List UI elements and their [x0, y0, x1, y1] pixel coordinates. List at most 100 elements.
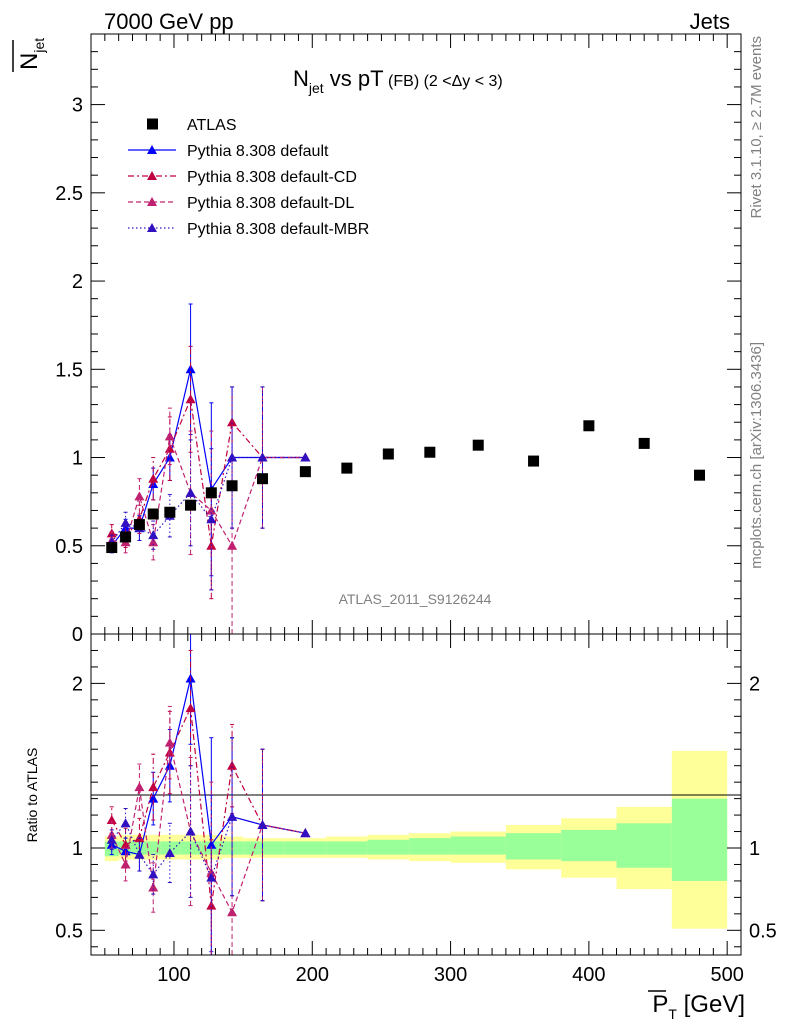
- main-y-tick-label: 2.5: [55, 183, 83, 205]
- point-cd: [185, 394, 196, 404]
- series-dl: [106, 386, 311, 634]
- ratio-point-dl: [120, 859, 131, 869]
- main-data-marks: [106, 303, 706, 634]
- ratio-y-axis-label: Ratio to ATLAS: [24, 748, 40, 843]
- legend: ATLAS Pythia 8.308 default Pythia 8.308 de…: [128, 117, 369, 238]
- ratio-point-mbr: [206, 872, 217, 882]
- legend-item-mbr: Pythia 8.308 default-MBR: [128, 221, 369, 238]
- point-mbr: [227, 452, 238, 462]
- band-stat-uncertainty: [367, 839, 410, 855]
- ratio-series-mbr: [106, 737, 311, 955]
- main-y-tick-label: 3: [72, 95, 83, 117]
- ratio-point-cd: [148, 782, 159, 792]
- plot-title-tail: (FB) (2 <Δy < 3): [384, 73, 503, 90]
- main-y-tick-label: 2: [72, 271, 83, 293]
- band-stat-uncertainty: [146, 841, 161, 855]
- y-axis-label: Njet: [12, 38, 47, 72]
- x-axis-label-sub: T: [668, 1006, 677, 1022]
- series-default: [106, 303, 311, 577]
- point-mbr: [257, 452, 268, 462]
- point-dl: [164, 431, 175, 441]
- series-atlas: [106, 420, 706, 554]
- point-atlas: [424, 446, 436, 458]
- ratio-y-tick-label: 2: [72, 673, 83, 695]
- side-text-bottom: mcplots.cern.ch [arXiv:1306.3436]: [748, 342, 765, 569]
- ratio-line-cd: [111, 705, 306, 906]
- x-tick-label: 500: [710, 964, 743, 986]
- main-axes: 0 0.5 1 1.5 2 2.5 3: [55, 34, 741, 646]
- ratio-axes: 0.5 0.5 1 1 2 2 100 200 300 400 500: [55, 634, 777, 986]
- ratio-point-cd: [106, 815, 117, 825]
- plot-title: Njet vs pT (FB) (2 <Δy < 3): [293, 66, 503, 96]
- ratio-y-tick-label-right: 2: [749, 673, 760, 695]
- plot-title-n: N: [293, 66, 309, 91]
- point-atlas: [226, 480, 238, 492]
- legend-item-cd: Pythia 8.308 default-CD: [128, 169, 357, 186]
- band-stat-uncertainty: [284, 841, 327, 855]
- series-line-cd: [111, 397, 306, 546]
- point-cd: [227, 417, 238, 427]
- ratio-point-cd: [120, 839, 131, 849]
- band-stat-uncertainty: [409, 838, 451, 855]
- ratio-point-mbr: [227, 811, 238, 821]
- ratio-point-mbr: [257, 819, 268, 829]
- point-atlas: [583, 420, 595, 432]
- point-atlas: [638, 437, 650, 449]
- ratio-line-dl: [111, 742, 306, 914]
- ratio-uncertainty-bands: [104, 750, 728, 929]
- ratio-point-dl: [134, 782, 145, 792]
- ratio-y-tick-label-right: 1: [749, 838, 760, 860]
- main-y-tick-label: 0.5: [55, 536, 83, 558]
- ratio-series-default: [106, 634, 311, 953]
- band-stat-uncertainty: [180, 841, 202, 855]
- ratio-point-cd: [185, 703, 196, 713]
- ratio-point-dl: [227, 907, 238, 917]
- band-stat-uncertainty: [450, 836, 506, 855]
- point-mbr: [148, 530, 159, 540]
- plot-title-sub: jet: [308, 80, 324, 96]
- point-atlas: [185, 499, 197, 511]
- point-atlas: [341, 462, 353, 474]
- ratio-point-mbr: [120, 818, 131, 828]
- ratio-point-default: [148, 793, 159, 803]
- x-tick-label: 100: [157, 964, 190, 986]
- ratio-y-tick-label: 0.5: [55, 920, 83, 942]
- ratio-point-dl: [164, 737, 175, 747]
- main-panel: 0 0.5 1 1.5 2 2.5 3 Njet vs pT (FB) (2 <Δy < 3…: [12, 33, 742, 646]
- y-axis-label-n: Njet: [16, 38, 47, 70]
- legend-marker-default: [147, 145, 157, 154]
- ratio-line-default: [111, 678, 306, 856]
- point-atlas: [205, 487, 217, 499]
- ratio-point-default: [206, 839, 217, 849]
- legend-label-default: Pythia 8.308 default: [187, 143, 329, 160]
- svg-text:PT [GeV]: PT [GeV]: [652, 991, 745, 1022]
- point-atlas: [472, 439, 484, 451]
- x-tick-label: 200: [296, 964, 329, 986]
- band-stat-uncertainty: [160, 841, 181, 855]
- band-stat-uncertainty: [243, 841, 285, 855]
- point-atlas: [164, 506, 176, 518]
- main-y-tick-label: 1: [72, 448, 83, 470]
- point-cd: [148, 473, 159, 483]
- point-atlas: [133, 519, 145, 531]
- band-stat-uncertainty: [505, 833, 562, 860]
- ratio-point-mbr: [106, 834, 117, 844]
- point-dl: [134, 491, 145, 501]
- point-atlas: [120, 531, 132, 543]
- ratio-frame: [90, 633, 742, 956]
- point-atlas: [256, 473, 268, 485]
- ratio-panel: 0.5 0.5 1 1 2 2 100 200 300 400 500 Ratio to ATLAS…: [24, 633, 777, 1022]
- point-atlas: [299, 466, 311, 478]
- side-text-top: Rivet 3.1.10, ≥ 2.7M events: [748, 36, 765, 219]
- main-y-tick-label: 1.5: [55, 359, 83, 381]
- point-mbr: [206, 514, 217, 524]
- point-mbr: [120, 517, 131, 527]
- x-tick-label: 300: [434, 964, 467, 986]
- analysis-watermark: ATLAS_2011_S9126244: [339, 591, 492, 607]
- header-right: Jets: [690, 9, 730, 34]
- band-stat-uncertainty: [616, 823, 672, 868]
- legend-marker-cd: [147, 171, 157, 180]
- x-axis-label-unit: [GeV]: [677, 991, 745, 1018]
- x-axis-label-p: P: [652, 991, 668, 1018]
